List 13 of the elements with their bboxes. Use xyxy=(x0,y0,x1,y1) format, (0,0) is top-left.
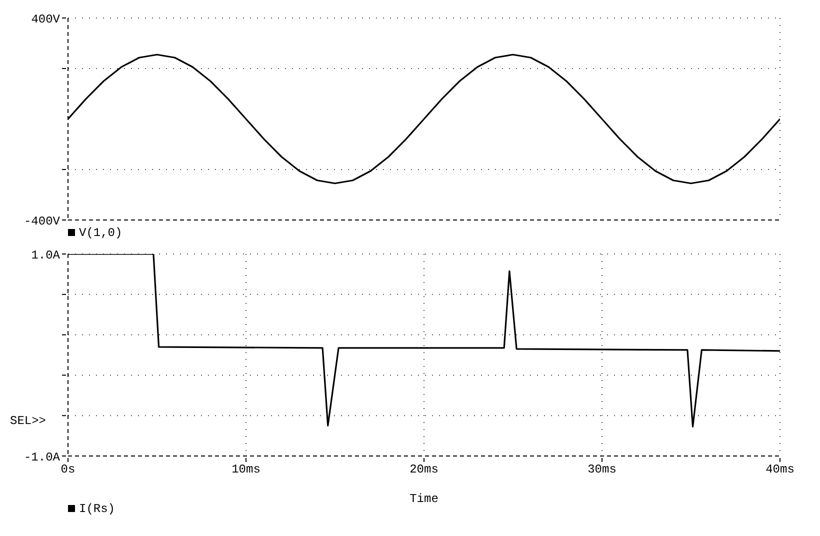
y-tick-label: 400V xyxy=(31,12,61,26)
x-axis-title: Time xyxy=(410,492,438,506)
x-tick-label: 20ms xyxy=(410,462,438,477)
x-tick-label: 30ms xyxy=(588,462,616,477)
x-tick-label: 0s xyxy=(60,462,76,477)
x-tick-label: 10ms xyxy=(232,462,260,477)
y-tick-label: -1.0A xyxy=(24,450,61,464)
y-tick-label: -400V xyxy=(24,214,61,228)
legend-label: V(1,0) xyxy=(79,226,122,240)
y-tick-label: 1.0A xyxy=(31,248,61,262)
legend-label: I(Rs) xyxy=(79,502,116,516)
x-tick-label: 40ms xyxy=(766,462,794,477)
text: SEL>> xyxy=(10,414,46,428)
